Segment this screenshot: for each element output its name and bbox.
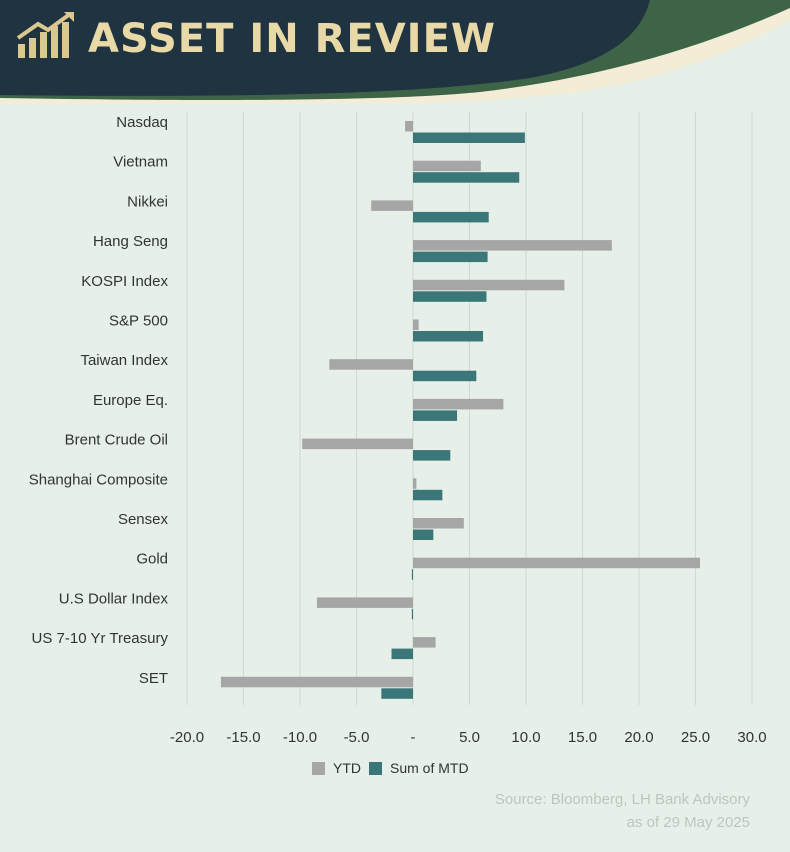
- bar-ytd: [302, 438, 413, 450]
- category-labels: Nasdaq Vietnam Nikkei Hang Seng KOSPI Index S…: [29, 114, 169, 687]
- category-label: Vietnam: [113, 154, 168, 171]
- bar-ytd: [413, 319, 419, 330]
- legend-label-mtd: Sum of MTD: [390, 760, 469, 776]
- bar-mtd: [381, 688, 413, 699]
- bar-mtd: [411, 569, 413, 580]
- bar-chart: Nasdaq Vietnam Nikkei Hang Seng KOSPI Index S…: [29, 112, 767, 746]
- x-tick-label: -5.0: [344, 729, 370, 746]
- category-label: KOSPI Index: [81, 273, 168, 290]
- legend-swatch-mtd: [369, 761, 382, 775]
- bars: [220, 121, 701, 699]
- category-label: Hang Seng: [93, 233, 168, 250]
- category-label: SET: [139, 670, 168, 687]
- category-label: Taiwan Index: [80, 352, 168, 369]
- bar-ytd: [329, 359, 413, 370]
- bar-mtd: [391, 648, 413, 660]
- legend: YTD Sum of MTD: [312, 760, 477, 776]
- x-tick-label: -20.0: [170, 729, 204, 746]
- bar-ytd: [316, 597, 413, 608]
- bar-ytd: [413, 160, 481, 172]
- x-tick-label: -10.0: [283, 729, 317, 746]
- bar-ytd: [413, 398, 504, 410]
- legend-item-mtd: Sum of MTD: [369, 760, 469, 776]
- bar-ytd: [413, 240, 612, 251]
- source-line: Source: Bloomberg, LH Bank Advisory: [494, 791, 750, 808]
- category-label: Shanghai Composite: [29, 471, 168, 488]
- header-banner: [0, 0, 790, 104]
- legend-label-ytd: YTD: [333, 760, 361, 776]
- bar-ytd: [413, 279, 565, 291]
- bar-ytd: [413, 478, 417, 489]
- page-title: ASSET IN REVIEW: [88, 16, 497, 62]
- category-label: U.S Dollar Index: [59, 590, 169, 607]
- x-tick-label: 25.0: [681, 729, 710, 746]
- bar-mtd: [411, 608, 413, 620]
- bar-mtd: [413, 331, 484, 342]
- bar-ytd: [220, 676, 413, 688]
- x-tick-label: 20.0: [624, 729, 653, 746]
- rising-bar-chart-icon: [16, 12, 74, 58]
- bar-mtd: [413, 529, 434, 540]
- bar-ytd: [413, 518, 464, 529]
- category-label: Europe Eq.: [93, 392, 168, 409]
- category-label: Brent Crude Oil: [65, 432, 168, 449]
- bar-ytd: [413, 637, 436, 648]
- category-label: Sensex: [118, 511, 169, 528]
- category-label: US 7-10 Yr Treasury: [32, 630, 169, 647]
- x-tick-label: 5.0: [459, 729, 480, 746]
- as-of-date: as of 29 May 2025: [626, 814, 750, 831]
- x-tick-label: -15.0: [226, 729, 260, 746]
- bar-mtd: [413, 211, 489, 223]
- bar-mtd: [413, 410, 458, 421]
- category-label: Nikkei: [127, 193, 168, 210]
- bar-mtd: [413, 251, 488, 263]
- category-label: S&P 500: [109, 313, 168, 330]
- bar-mtd: [413, 489, 443, 501]
- x-tick-label: 30.0: [737, 729, 766, 746]
- bar-mtd: [413, 132, 525, 143]
- category-label: Gold: [136, 551, 168, 568]
- x-tick-labels: -20.0 -15.0 -10.0 -5.0-5.0 10.0 15.0 20.0 25.0 3…: [170, 729, 767, 746]
- bar-mtd: [413, 172, 520, 183]
- banner-navy-wave: [0, 0, 650, 96]
- x-tick-label: -: [411, 729, 416, 746]
- x-tick-label: 10.0: [511, 729, 540, 746]
- x-tick-label: 15.0: [568, 729, 597, 746]
- category-label: Nasdaq: [116, 114, 168, 131]
- legend-swatch-ytd: [312, 761, 325, 775]
- source-note: Source: Bloomberg, LH Bank Advisory as o…: [495, 788, 750, 834]
- bar-ytd: [405, 121, 413, 132]
- bar-mtd: [413, 450, 451, 461]
- bar-mtd: [413, 291, 487, 302]
- bar-mtd: [413, 370, 477, 382]
- bar-ytd: [413, 557, 701, 569]
- legend-item-ytd: YTD: [312, 760, 361, 776]
- bar-ytd: [371, 200, 413, 211]
